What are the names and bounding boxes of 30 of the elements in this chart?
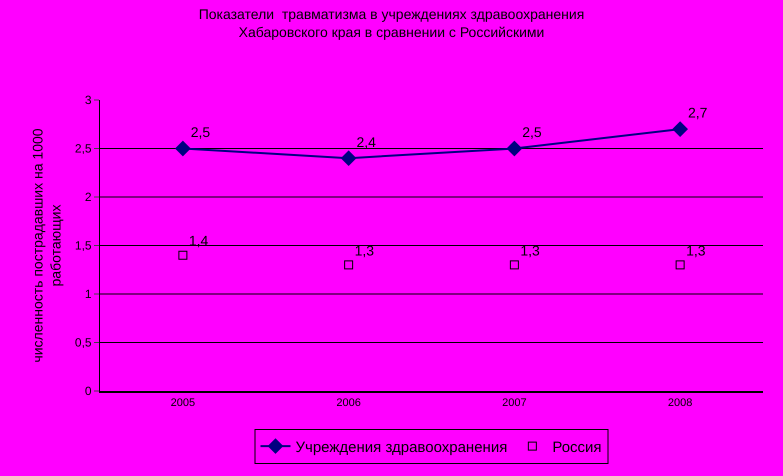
y-tick-label: 2 [84, 190, 92, 204]
data-label: 2,7 [688, 104, 708, 121]
x-tick-label: 2005 [170, 397, 196, 410]
x-tick-label: 2007 [502, 397, 527, 410]
y-tick-label: 3 [84, 93, 92, 108]
y-tick-label: 1,5 [74, 238, 92, 253]
data-label: 1,3 [520, 242, 540, 258]
y-tick-label: 0 [84, 384, 92, 398]
x-tick-label: 2006 [336, 397, 361, 410]
y-tick-label: 1 [84, 287, 92, 302]
chart-title: Показатели травматизма в учреждениях здравоохранения Хабаровского края в сравнении с Российскими [198, 6, 584, 40]
data-label: 1,3 [686, 242, 706, 258]
point [510, 260, 519, 270]
data-label: 2,5 [190, 124, 210, 140]
point [506, 140, 522, 156]
legend-label: Учреждения здравоохранения [296, 438, 508, 456]
y-axis-title: численность пострадавших на 1000 работающих [29, 128, 64, 363]
legend-label: Россия [552, 438, 602, 456]
point [344, 260, 354, 270]
point [340, 150, 356, 166]
y-tick-label: 0,5 [74, 336, 92, 350]
x-tick-label: 2008 [668, 397, 692, 410]
point [672, 121, 688, 137]
y-tick-label: 2,5 [74, 142, 92, 156]
data-label: 2,4 [356, 134, 376, 150]
data-label: 1,3 [354, 242, 374, 258]
point [178, 250, 188, 260]
data-label: 2,5 [522, 124, 542, 140]
point [676, 260, 685, 270]
point [175, 140, 191, 156]
